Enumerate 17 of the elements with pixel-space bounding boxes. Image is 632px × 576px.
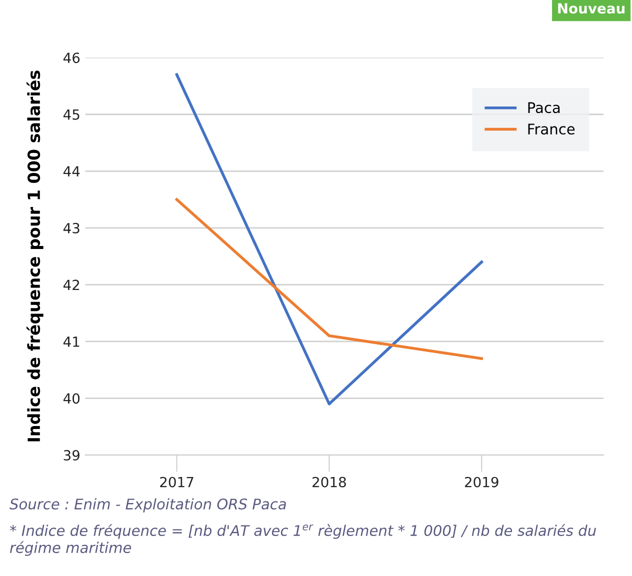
y-tick-label: 39 — [64, 450, 80, 461]
x-tick-label: 2018 — [312, 476, 346, 488]
y-tick-label: 43 — [63, 222, 80, 234]
y-tick-label: 45 — [63, 110, 80, 120]
y-tick-label: 44 — [63, 166, 80, 176]
y-axis-title: Indice de fréquence pour 1 000 salariés — [26, 70, 44, 442]
legend-label: France — [528, 124, 575, 135]
text: Nouveau — [558, 3, 625, 14]
source-note: Source : Enim - Exploitation ORS Paca — [10, 498, 286, 512]
y-tick-label: 40 — [63, 393, 80, 404]
legend-label: Paca — [528, 102, 560, 114]
y-tick-label: 41 — [63, 336, 80, 347]
y-tick-label: 42 — [63, 280, 80, 290]
x-tick-label: 2019 — [464, 476, 498, 488]
x-tick-label: 2017 — [160, 476, 194, 488]
text: * Indice de fréquence = [nb d'AT avec 1$^{er}$ règlement * 1 000] / nb de salariés du régime maritime — [10, 524, 596, 556]
y-tick-label: 46 — [63, 52, 80, 64]
